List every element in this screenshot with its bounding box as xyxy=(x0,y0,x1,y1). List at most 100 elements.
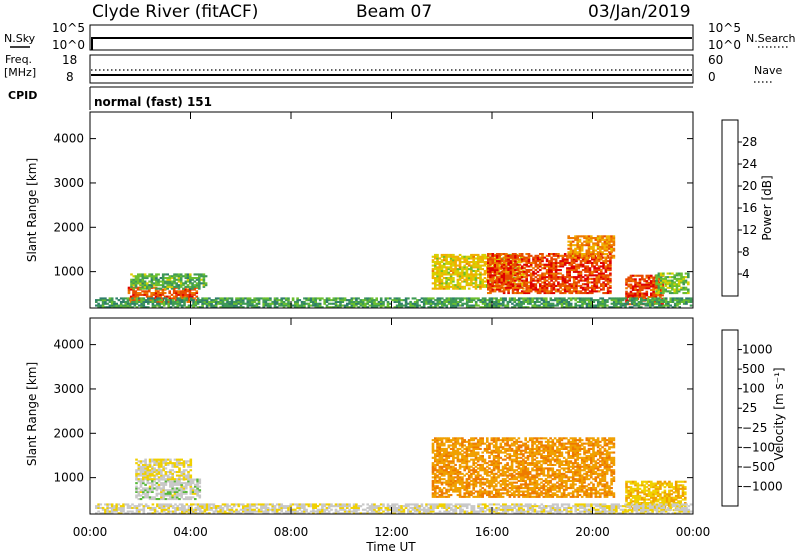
power-cell xyxy=(472,269,475,272)
power-cell xyxy=(506,304,510,307)
power-cell xyxy=(667,302,670,305)
velocity-cell xyxy=(169,483,172,486)
power-cell xyxy=(147,299,150,302)
power-cell xyxy=(166,282,169,285)
velocity-cell xyxy=(436,458,439,461)
velocity-cell xyxy=(180,471,183,474)
power-cell xyxy=(294,302,297,305)
power-colorbar-label: Power [dB] xyxy=(760,175,774,240)
power-cell xyxy=(108,304,112,307)
power-cell xyxy=(474,264,478,267)
velocity-cell xyxy=(454,485,457,488)
power-cell xyxy=(540,299,544,302)
power-cell xyxy=(610,249,613,252)
power-cell xyxy=(468,304,471,307)
power-cell xyxy=(379,302,383,305)
power-cell xyxy=(264,302,268,305)
velocity-cell xyxy=(470,492,473,495)
power-cell xyxy=(631,287,635,290)
power-cell xyxy=(543,265,547,268)
power-cell xyxy=(515,304,519,307)
velocity-cell xyxy=(160,474,163,477)
power-cell xyxy=(474,297,478,300)
power-cell xyxy=(580,235,584,238)
velocity-cell xyxy=(155,498,159,501)
power-cell xyxy=(214,306,218,309)
power-cell xyxy=(158,302,161,305)
power-cell xyxy=(132,287,136,290)
velocity-cell xyxy=(155,460,159,463)
power-cell xyxy=(334,300,338,303)
velocity-cell xyxy=(501,492,505,495)
power-cell xyxy=(586,277,590,280)
power-cell xyxy=(314,300,317,303)
power-cell xyxy=(465,262,469,265)
power-cell xyxy=(511,269,515,272)
power-cell xyxy=(445,282,448,285)
power-cell xyxy=(548,260,551,263)
power-cell xyxy=(128,304,132,307)
power-cell xyxy=(122,299,125,302)
velocity-cell xyxy=(490,478,494,481)
velocity-cell xyxy=(146,487,150,490)
velocity-cell xyxy=(476,460,480,463)
power-cell xyxy=(493,254,497,257)
power-cell xyxy=(239,297,243,300)
power-cell xyxy=(477,304,480,307)
power-cell xyxy=(610,245,613,248)
power-cell xyxy=(587,251,591,254)
velocity-cell xyxy=(463,458,466,461)
power-cell xyxy=(640,306,643,309)
velocity-cell xyxy=(434,488,437,491)
power-cell xyxy=(192,304,195,307)
power-cell xyxy=(167,302,170,305)
power-cell xyxy=(498,267,501,270)
power-cell xyxy=(484,302,487,305)
power-cell xyxy=(647,287,651,290)
power-cell xyxy=(465,282,469,285)
power-cell xyxy=(554,297,557,300)
power-cell xyxy=(463,273,466,276)
power-cell xyxy=(454,299,458,302)
power-cell xyxy=(130,282,133,285)
velocity-cell xyxy=(506,453,509,456)
power-cell xyxy=(458,278,462,281)
power-cell xyxy=(584,261,587,264)
date-title: 03/Jan/2019 xyxy=(588,2,691,22)
power-cell xyxy=(532,279,535,282)
power-cell xyxy=(219,299,222,302)
power-cell xyxy=(571,237,575,240)
velocity-cell xyxy=(476,481,480,484)
power-cell xyxy=(474,269,478,272)
velocity-cell xyxy=(135,458,138,461)
power-cell xyxy=(449,268,453,271)
power-cell xyxy=(572,276,576,279)
power-cell xyxy=(600,270,603,273)
power-cell xyxy=(418,299,421,302)
power-cell xyxy=(577,256,580,259)
velocity-cell xyxy=(465,447,469,450)
power-cell xyxy=(543,283,547,286)
power-cell xyxy=(155,277,158,280)
power-cell xyxy=(407,306,410,309)
power-cell xyxy=(382,304,385,307)
power-cell xyxy=(287,300,290,303)
velocity-cell xyxy=(454,476,457,479)
power-cell xyxy=(595,261,599,264)
power-cell xyxy=(468,299,471,302)
power-cell xyxy=(445,277,448,280)
power-cell xyxy=(664,277,667,280)
power-cell xyxy=(507,276,510,279)
power-cell xyxy=(273,300,277,303)
power-cell xyxy=(159,277,163,280)
power-cell xyxy=(606,267,610,270)
power-cell xyxy=(507,263,510,266)
power-cell xyxy=(172,290,176,293)
power-cell xyxy=(449,277,453,280)
power-cell xyxy=(146,284,149,287)
velocity-cell xyxy=(463,492,466,495)
power-cell xyxy=(532,270,535,273)
power-cell xyxy=(574,299,577,302)
power-cell xyxy=(176,302,179,305)
power-cell xyxy=(534,284,538,287)
